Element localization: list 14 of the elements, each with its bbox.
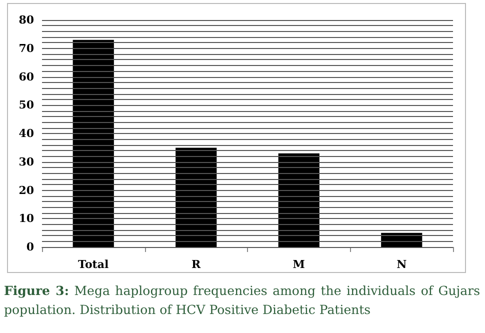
x-tick-label: Total (78, 258, 109, 271)
y-tick-label: 0 (26, 240, 34, 254)
y-tick-label: 30 (18, 155, 34, 168)
x-tick-label: R (192, 258, 202, 271)
x-tick-label: M (292, 258, 305, 271)
caption: Figure 3: Mega haplogroup frequencies among the individuals of Gujars population. Distribution of HCV Positive Diabetic Patients (4, 282, 480, 319)
x-tick-label: N (396, 258, 407, 271)
y-tick-label: 50 (18, 98, 34, 112)
y-tick-label: 40 (18, 127, 34, 140)
y-tick-label: 70 (18, 42, 34, 55)
y-tick-label: 60 (18, 70, 34, 84)
y-tick-label: 20 (18, 184, 34, 197)
y-tick-label: 10 (18, 212, 34, 226)
y-tick-label: 80 (18, 14, 34, 26)
